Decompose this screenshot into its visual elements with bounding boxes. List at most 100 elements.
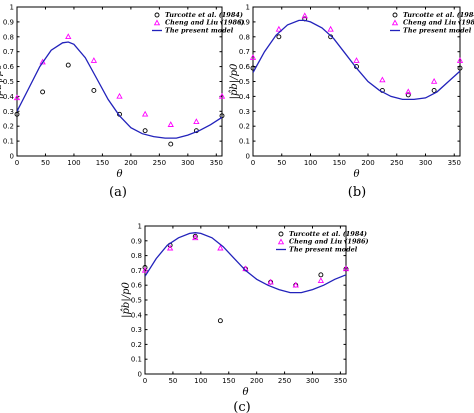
y-tick-label: 0.9	[239, 18, 250, 26]
chart-panel-1: 0 50 100 150 200 250 300 350 0 0.1 0.2 0.3 0.4 0.5 0.6…	[229, 4, 474, 201]
legend-label: Turcotte et al. (1984)	[165, 11, 243, 19]
y-tick-label: 0.7	[239, 48, 250, 56]
y-tick-label: 0.5	[239, 78, 250, 86]
y-tick-label: 0.2	[3, 123, 14, 131]
turcotte-point	[65, 62, 71, 68]
y-tick-label: 0.7	[3, 48, 14, 56]
x-tick-label: 100	[194, 377, 207, 385]
legend-label: Turcotte et al. (1984)	[289, 230, 367, 238]
cheng-point	[192, 234, 199, 241]
cheng-point	[193, 118, 200, 124]
turcotte-point	[40, 89, 46, 95]
cheng-point	[166, 244, 174, 251]
turcotte-point	[91, 87, 97, 93]
legend-label: The present model	[289, 245, 358, 253]
y-tick-label: 0.5	[3, 78, 14, 86]
y-tick-label: 0.3	[3, 108, 14, 116]
turcotte-point	[431, 87, 437, 93]
cheng-point	[292, 281, 299, 288]
y-tick-label: 0.4	[239, 93, 251, 101]
x-tick-label: 250	[278, 377, 291, 385]
cheng-point	[141, 266, 149, 273]
cheng-point	[456, 57, 464, 63]
y-tick-label: 0.9	[131, 237, 142, 245]
x-tick-label: 300	[181, 159, 194, 167]
x-tick-label: 50	[168, 377, 177, 385]
model-curve	[145, 232, 346, 294]
cheng-point	[275, 25, 283, 32]
y-tick-label: 0.1	[3, 138, 14, 146]
y-tick-label: 0.1	[131, 356, 142, 364]
cheng-point	[430, 77, 438, 84]
x-tick-label: 200	[361, 159, 374, 167]
y-tick-label: 0.4	[3, 93, 15, 101]
y-tick-label: 0.3	[131, 326, 142, 334]
cheng-point	[141, 110, 149, 117]
legend-label: The present model	[165, 26, 234, 34]
turcotte-point	[276, 34, 282, 40]
y-tick-label: 0	[10, 153, 14, 161]
cheng-point	[342, 265, 350, 272]
y-tick-label: 0	[246, 153, 250, 161]
cheng-point	[249, 54, 257, 60]
x-tick-label: 350	[334, 377, 347, 385]
cheng-point	[405, 88, 412, 95]
x-axis-label: θ	[242, 387, 248, 398]
turcotte-point	[318, 272, 324, 278]
y-tick-label: 0.2	[239, 123, 250, 131]
model-curve	[253, 19, 460, 101]
y-axis-label: |p̂b|/p0	[121, 282, 132, 318]
x-tick-label: 0	[15, 159, 19, 167]
y-tick-label: 1	[138, 223, 142, 231]
panel-caption: (a)	[109, 185, 127, 200]
chart-panel-0: 0 50 100 150 200 250 300 350 0 0.1 0.2 0.3 0.4 0.5 0.6…	[0, 4, 245, 201]
y-tick-label: 0.4	[131, 311, 143, 319]
x-tick-label: 100	[304, 159, 317, 167]
y-tick-label: 1	[10, 4, 14, 12]
y-axis-label: |p̂b|/p0	[229, 63, 240, 99]
legend: Turcotte et al. (1984)Cheng and Liu (198…	[150, 10, 245, 35]
x-tick-label: 50	[277, 159, 286, 167]
legend-label: The present model	[403, 26, 472, 34]
cheng-point	[317, 277, 325, 284]
cheng-point	[379, 76, 386, 83]
turcotte-point	[14, 111, 20, 117]
legend-circle-icon	[392, 12, 398, 18]
legend-circle-icon	[154, 12, 160, 18]
turcotte-point	[168, 141, 174, 147]
x-tick-label: 200	[124, 159, 137, 167]
legend-label: Cheng and Liu (1986)	[289, 238, 369, 246]
cheng-point	[218, 92, 226, 99]
y-axis-label: |p̂b|/p0	[0, 63, 4, 99]
y-tick-label: 0.8	[239, 33, 250, 41]
y-tick-label: 1	[246, 4, 250, 12]
x-tick-label: 350	[210, 159, 223, 167]
turcotte-point	[142, 128, 148, 134]
cheng-point	[267, 278, 274, 285]
legend-circle-icon	[278, 231, 284, 237]
y-tick-label: 0.6	[239, 63, 251, 71]
x-tick-label: 200	[250, 377, 263, 385]
y-tick-label: 0.8	[3, 33, 14, 41]
turcotte-point	[405, 92, 411, 98]
y-tick-label: 0.6	[131, 282, 143, 290]
y-tick-label: 0.7	[131, 267, 142, 275]
x-tick-label: 50	[41, 159, 50, 167]
cheng-point	[353, 57, 360, 63]
cheng-point	[90, 57, 98, 63]
y-tick-label: 0.1	[239, 138, 250, 146]
x-tick-label: 250	[153, 159, 166, 167]
legend-label: Cheng and Liu (1986)	[403, 19, 474, 27]
y-tick-label: 0.2	[131, 341, 142, 349]
y-tick-label: 0.5	[131, 297, 142, 305]
x-tick-label: 0	[143, 377, 147, 385]
y-tick-label: 0.9	[3, 18, 14, 26]
cheng-point	[65, 33, 72, 40]
cheng-point	[13, 94, 21, 101]
chart-panel-2: 0 50 100 150 200 250 300 350 0 0.1 0.2 0.3 0.4 0.5 0.6…	[121, 223, 369, 413]
legend-triangle-icon	[391, 19, 399, 26]
x-axis-label: θ	[353, 169, 359, 180]
x-tick-label: 300	[306, 377, 319, 385]
cheng-point	[301, 12, 308, 19]
